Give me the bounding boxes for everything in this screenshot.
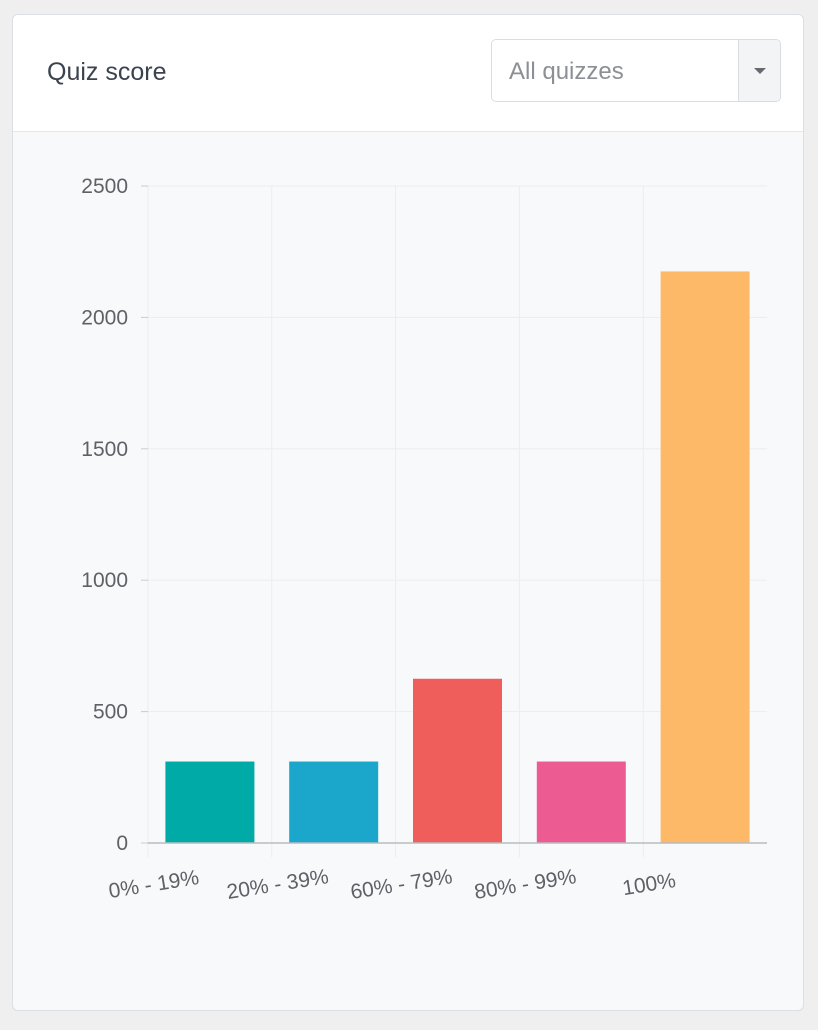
- bar-1[interactable]: [289, 761, 379, 843]
- bar-4[interactable]: [660, 271, 750, 843]
- y-tick-label: 2500: [81, 175, 128, 198]
- card-title: Quiz score: [47, 58, 167, 86]
- x-tick-label: 20% - 39%: [225, 865, 330, 904]
- quiz-score-card: Quiz score All quizzes 0 500 1000 1500 2000 2…: [12, 14, 804, 1011]
- y-tick-label: 0: [116, 832, 128, 855]
- quiz-filter-value: All quizzes: [509, 58, 624, 85]
- card-header: Quiz score All quizzes: [13, 15, 803, 132]
- chevron-down-icon: [754, 68, 766, 74]
- x-tick-label: 60% - 79%: [349, 865, 454, 904]
- y-tick-label: 2000: [81, 306, 128, 329]
- axes: [141, 185, 767, 844]
- quiz-score-bar-chart: 0 500 1000 1500 2000 2500 0% - 19% 20% - 39% 60%…: [81, 175, 767, 904]
- y-tick-label: 1500: [81, 438, 128, 461]
- bar-0[interactable]: [165, 761, 255, 843]
- quiz-filter-toggle[interactable]: [738, 40, 780, 101]
- bar-3[interactable]: [536, 761, 626, 843]
- bar-2[interactable]: [413, 678, 502, 843]
- bars: [165, 271, 750, 843]
- x-tick-label: 80% - 99%: [473, 865, 578, 904]
- y-tick-label: 1000: [81, 569, 128, 592]
- quiz-filter-select[interactable]: All quizzes: [491, 39, 781, 102]
- y-tick-label: 500: [93, 701, 128, 724]
- x-tick-label: 0% - 19%: [107, 866, 201, 903]
- x-tick-label: 100%: [621, 869, 678, 900]
